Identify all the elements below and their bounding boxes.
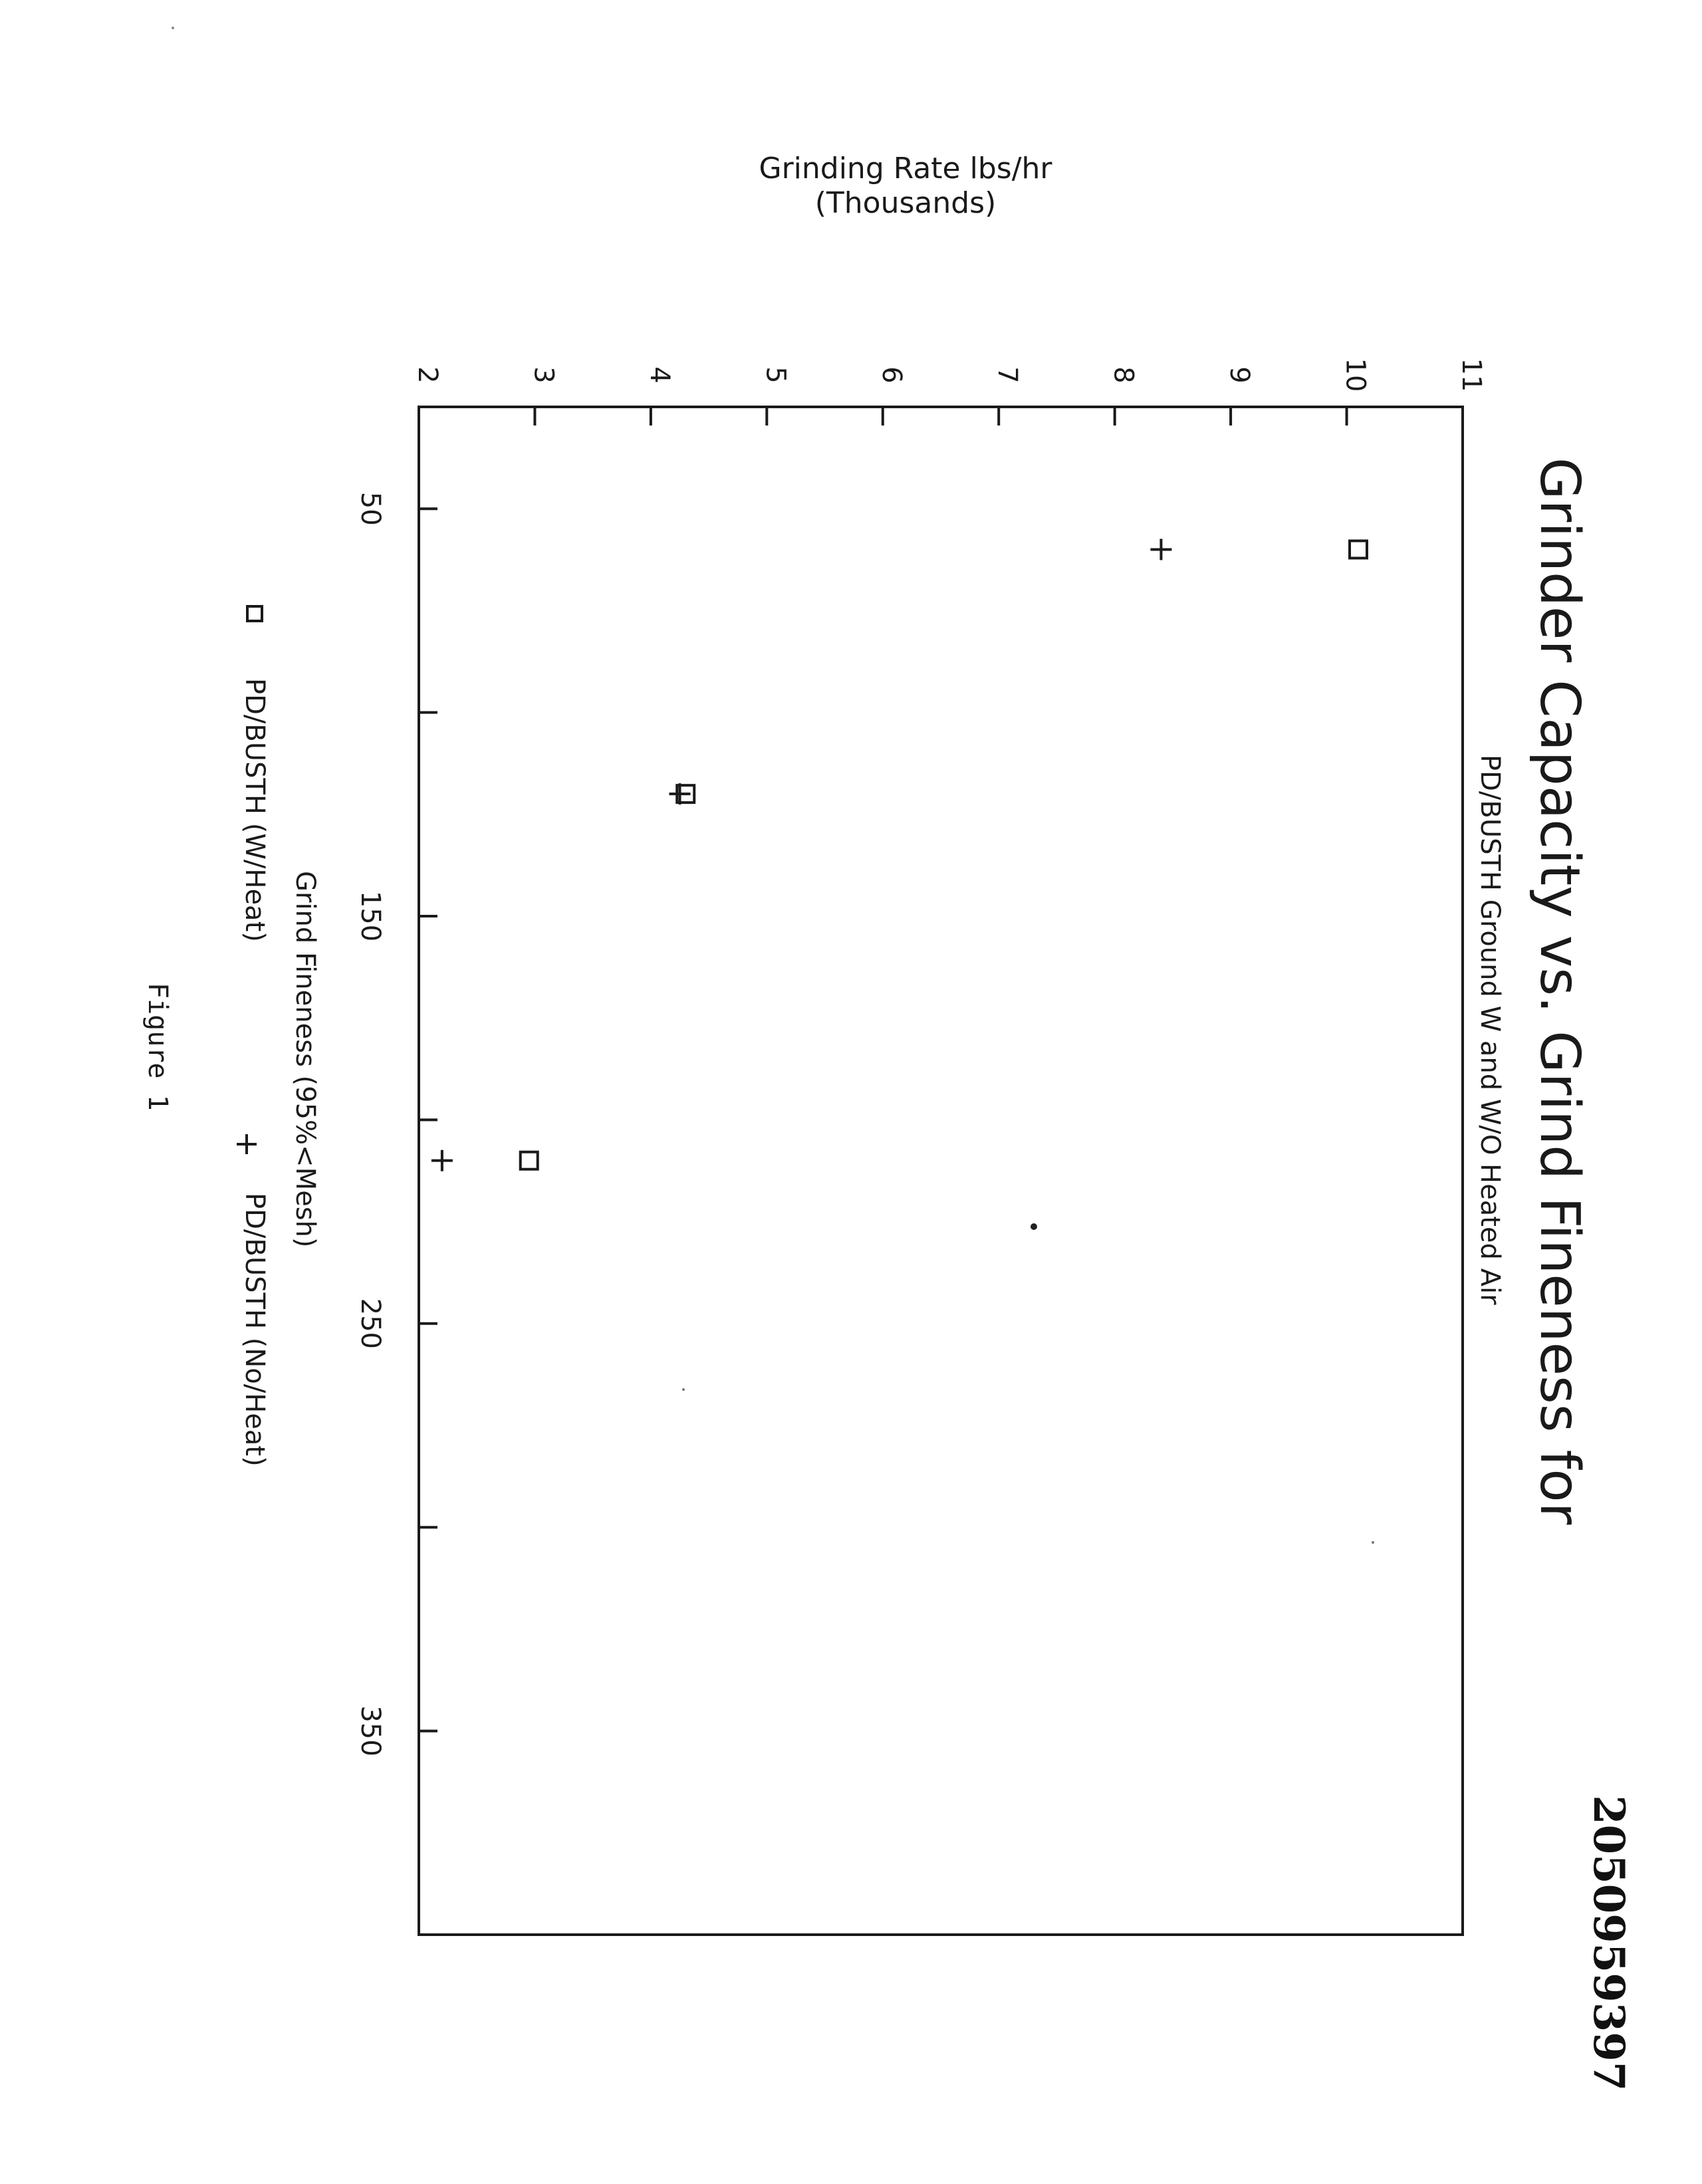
y-tick-label: 7	[992, 366, 1023, 383]
plot-frame-group	[418, 406, 1464, 1936]
scan-speck	[1372, 1541, 1374, 1544]
x-tick-label: 350	[355, 1705, 386, 1756]
chart-subtitle: PD/BUSTH Ground W and W/O Heated Air	[1475, 755, 1505, 1305]
data-point-plus	[669, 783, 691, 805]
document-number: 2050959397	[1584, 1795, 1634, 2091]
y-tick-label: 11	[1456, 358, 1487, 392]
legend-entry-with-heat: PD/BUSTH (W/Heat)	[239, 678, 270, 942]
legend-square-marker	[246, 605, 263, 622]
y-tick-label: 10	[1340, 358, 1371, 392]
scan-speck	[682, 1388, 685, 1391]
plot-frame	[418, 406, 1464, 1936]
axis-ticks-group: 2 3 4 5 6 7 8 9 10 11 50 150 250 350	[355, 358, 1487, 1936]
x-tick-label: 250	[355, 1298, 386, 1349]
y-tick-label: 4	[644, 366, 675, 383]
data-point-plus	[431, 1150, 453, 1171]
x-axis-label: Grind Fineness (95%<Mesh)	[290, 871, 320, 1247]
legend-plus-marker	[237, 1134, 257, 1154]
y-tick-label: 8	[1108, 366, 1139, 383]
x-tick-label: 150	[355, 891, 386, 941]
data-point-square	[1348, 539, 1368, 560]
y-axis-label-sub: (Thousands)	[815, 186, 997, 220]
data-point-square	[519, 1150, 539, 1171]
data-marks-group	[431, 539, 1368, 1171]
x-tick-label: 50	[355, 492, 386, 526]
chart-title: Grinder Capacity vs. Grind Fineness for	[1528, 457, 1591, 1525]
y-tick-label: 9	[1224, 366, 1255, 383]
y-tick-label: 2	[412, 366, 443, 383]
y-tick-label: 5	[760, 366, 790, 383]
y-axis-label: Grinding Rate lbs/hr	[759, 152, 1052, 185]
data-point-plus	[1150, 539, 1172, 560]
y-tick-label: 6	[876, 366, 907, 383]
figure-caption: Figure 1	[142, 983, 173, 1111]
legend-entry-no-heat: PD/BUSTH (No/Heat)	[239, 1193, 270, 1467]
y-tick-label: 3	[528, 366, 558, 383]
scan-speck	[172, 27, 174, 29]
scan-speck	[1031, 1223, 1037, 1230]
